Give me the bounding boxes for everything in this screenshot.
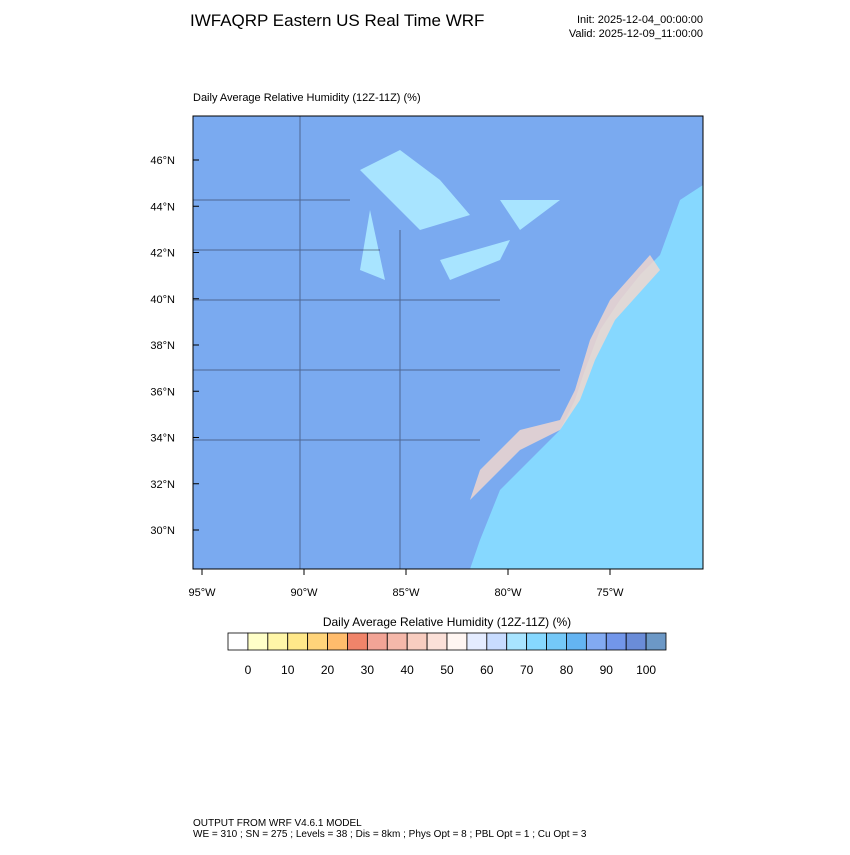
colorbar-box [247, 632, 269, 651]
colorbar-box [506, 632, 528, 651]
lon-label: 90°W [290, 587, 318, 599]
colorbar-box [426, 632, 448, 651]
colorbar-tick-label: 40 [401, 663, 415, 677]
colorbar-box [446, 632, 468, 651]
lat-label: 40°N [150, 294, 175, 306]
lon-label: 85°W [392, 587, 420, 599]
lat-label: 44°N [150, 201, 175, 213]
lat-label: 42°N [150, 248, 175, 260]
great-lakes [360, 150, 560, 280]
colorbar-box [526, 632, 547, 651]
colorbar-box [366, 632, 388, 651]
colorbar-box [645, 632, 667, 651]
colorbar-box [566, 632, 587, 651]
lat-label: 46°N [150, 155, 175, 167]
colorbar-box [486, 632, 508, 651]
lon-labels: 95°W 90°W 85°W 80°W 75°W [188, 569, 624, 599]
colorbar-box [406, 632, 428, 651]
colorbar-tick-label: 0 [245, 663, 252, 677]
colorbar-box [307, 632, 328, 651]
lon-label: 95°W [188, 587, 216, 599]
lat-label: 32°N [150, 479, 175, 491]
colorbar-box [585, 632, 607, 651]
colorbar-box [605, 632, 627, 651]
lon-label: 80°W [494, 587, 522, 599]
land [193, 116, 703, 569]
lat-label: 38°N [150, 340, 175, 352]
valid-time: Valid: 2025-12-09_11:00:00 [569, 28, 703, 40]
lat-label: 34°N [150, 433, 175, 445]
lat-labels: 46°N 44°N 42°N 40°N 38°N 36°N 34°N 32°N 30°N [150, 155, 199, 537]
map-subtitle: Daily Average Relative Humidity (12Z-11Z… [193, 92, 421, 104]
footer-line: OUTPUT FROM WRF V4.6.1 MODEL [193, 818, 362, 829]
colorbar-tick-label: 30 [361, 663, 375, 677]
footer-line: WE = 310 ; SN = 275 ; Levels = 38 ; Dis … [193, 829, 587, 840]
colorbar-box [386, 632, 408, 651]
colorbar-tick-label: 50 [440, 663, 454, 677]
colorbar-tick-label: 90 [600, 663, 614, 677]
map-frame [192, 115, 704, 570]
colorbar-box [227, 632, 249, 651]
colorbar-tick-label: 70 [520, 663, 534, 677]
colorbar-box [466, 632, 488, 651]
colorbar-tick-label: 80 [560, 663, 574, 677]
lat-label: 36°N [150, 386, 175, 398]
map [192, 115, 704, 570]
colorbar-box [546, 632, 567, 651]
colorbar-tick-label: 60 [480, 663, 494, 677]
dry-region [470, 255, 660, 500]
lat-label: 30°N [150, 525, 175, 537]
colorbar-label: Daily Average Relative Humidity (12Z-11Z… [323, 615, 571, 629]
colorbar-box [625, 632, 647, 651]
colorbar-tick-label: 10 [281, 663, 295, 677]
title: IWFAQRP Eastern US Real Time WRF [190, 11, 484, 30]
colorbar-tick-label: 20 [321, 663, 335, 677]
colorbar-box [287, 632, 309, 651]
colorbar-box [267, 632, 289, 651]
colorbar: 0 10 20 30 40 50 60 70 80 90 100 [227, 632, 667, 677]
colorbar-tick-label: 100 [636, 663, 656, 677]
colorbar-box [327, 632, 348, 651]
lon-label: 75°W [596, 587, 624, 599]
colorbar-box [347, 632, 368, 651]
borders [193, 116, 560, 569]
init-time: Init: 2025-12-04_00:00:00 [577, 14, 703, 26]
